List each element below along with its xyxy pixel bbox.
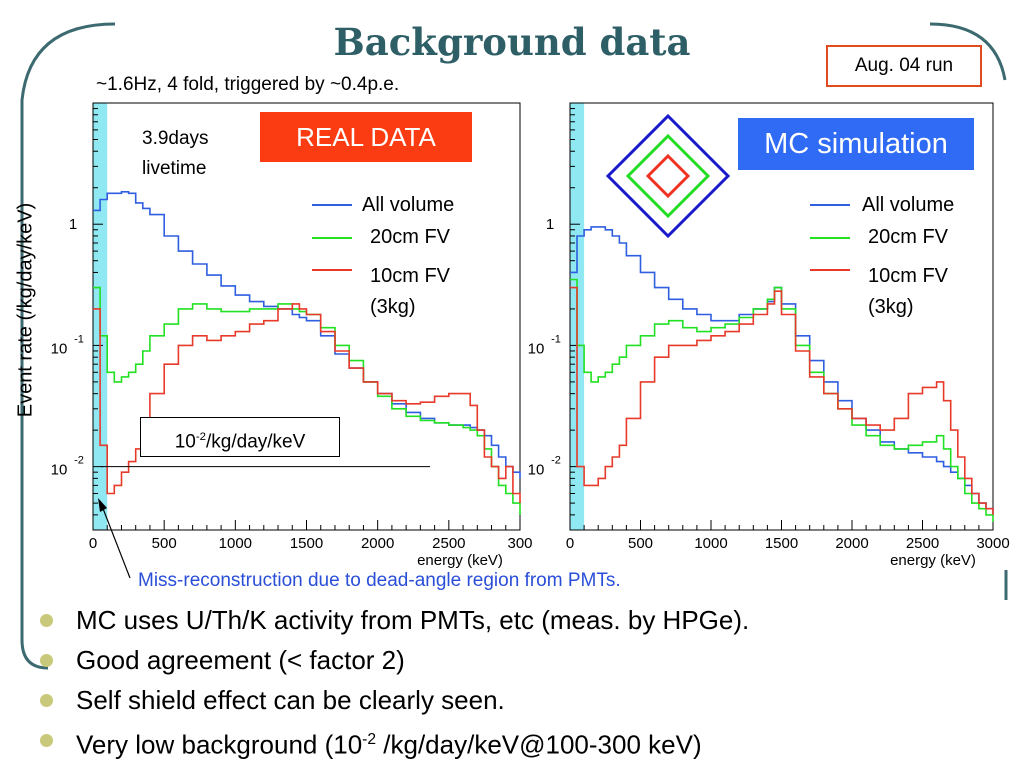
y-tick-label: 10 bbox=[528, 340, 545, 357]
y-tick-exp: -1 bbox=[551, 333, 561, 345]
legend-all-volume: All volume bbox=[362, 194, 455, 216]
fiducial-volume-icon bbox=[605, 113, 731, 239]
bullet-list: MC uses U/Th/K activity from PMTs, etc (… bbox=[40, 600, 749, 765]
bullet-item: Good agreement (< factor 2) bbox=[40, 640, 749, 680]
y-tick-label: 1 bbox=[546, 216, 554, 233]
x-tick-label: 1000 bbox=[219, 535, 252, 552]
bullet-item: Self shield effect can be clearly seen. bbox=[40, 680, 749, 720]
bullet-text: MC uses U/Th/K activity from PMTs, etc (… bbox=[76, 605, 750, 635]
livetime-word: livetime bbox=[142, 158, 207, 179]
x-tick-label: 3000 bbox=[976, 535, 1009, 552]
run-badge: Aug. 04 run bbox=[826, 45, 982, 87]
trigger-info: ~1.6Hz, 4 fold, triggered by ~0.4p.e. bbox=[96, 74, 400, 95]
bullet-text-suffix: /kg/day/keV@100-300 keV) bbox=[376, 729, 702, 760]
ref-base: 10 bbox=[174, 431, 196, 453]
ref-unit: /kg/day/keV bbox=[206, 431, 306, 453]
x-tick-label: 2000 bbox=[835, 535, 868, 552]
bullet-dot-icon bbox=[40, 654, 53, 667]
mc-simulation-label: MC simulation bbox=[738, 118, 974, 170]
bullet-item: Very low background (10-2 /kg/day/keV@10… bbox=[40, 720, 749, 765]
y-tick-exp: -1 bbox=[74, 333, 84, 345]
fiducial-volume-icon bbox=[645, 153, 691, 199]
x-tick-label: 2500 bbox=[432, 535, 465, 552]
bullet-text: Good agreement (< factor 2) bbox=[76, 645, 405, 675]
livetime-note: 3.9days livetime bbox=[142, 124, 209, 184]
y-tick-label: 10 bbox=[51, 462, 68, 479]
x-axis-label: energy (keV) bbox=[417, 552, 503, 569]
bullet-dot-icon bbox=[40, 734, 53, 747]
legend-10cm-fv: 10cm FV bbox=[370, 265, 451, 287]
bullet-dot-icon bbox=[40, 614, 53, 627]
y-tick-label: 1 bbox=[69, 216, 77, 233]
legend-10cm-mass: (3kg) bbox=[370, 296, 416, 318]
annotation-arrow bbox=[101, 505, 131, 579]
x-axis-label: energy (keV) bbox=[890, 552, 976, 569]
legend-10cm-mass: (3kg) bbox=[868, 296, 914, 318]
fiducial-volume-icon bbox=[625, 133, 711, 219]
x-tick-label: 300 bbox=[507, 535, 532, 552]
x-tick-label: 2000 bbox=[361, 535, 394, 552]
ref-exp: -2 bbox=[195, 431, 206, 443]
bullet-text-prefix: Very low background (10 bbox=[76, 729, 363, 760]
legend-all-volume: All volume bbox=[862, 194, 955, 216]
series-line bbox=[570, 278, 994, 522]
dead-angle-note: Miss-reconstruction due to dead-angle re… bbox=[138, 570, 621, 591]
reference-level-label: 10-2/kg/day/keV bbox=[140, 417, 340, 457]
series-line bbox=[570, 286, 994, 515]
page-title: Background data bbox=[333, 20, 691, 64]
legend-10cm-fv: 10cm FV bbox=[868, 265, 949, 287]
x-tick-label: 2500 bbox=[906, 535, 939, 552]
bullet-text: Self shield effect can be clearly seen. bbox=[76, 685, 505, 715]
y-tick-exp: -2 bbox=[74, 455, 84, 467]
y-tick-label: 10 bbox=[528, 462, 545, 479]
real-data-label: REAL DATA bbox=[260, 112, 472, 162]
annotation-arrowhead bbox=[98, 498, 107, 512]
bullet-item: MC uses U/Th/K activity from PMTs, etc (… bbox=[40, 600, 749, 640]
x-tick-label: 1000 bbox=[694, 535, 727, 552]
legend-20cm-fv: 20cm FV bbox=[370, 226, 451, 248]
y-tick-exp: -2 bbox=[551, 455, 561, 467]
y-tick-label: 10 bbox=[51, 340, 68, 357]
x-tick-label: 500 bbox=[628, 535, 653, 552]
x-tick-label: 0 bbox=[566, 535, 574, 552]
x-tick-label: 1500 bbox=[290, 535, 323, 552]
bullet-dot-icon bbox=[40, 694, 53, 707]
x-tick-label: 0 bbox=[89, 535, 97, 552]
x-tick-label: 500 bbox=[152, 535, 177, 552]
legend-20cm-fv: 20cm FV bbox=[868, 226, 949, 248]
bullet-exp: -2 bbox=[362, 731, 377, 748]
livetime-days: 3.9days bbox=[142, 128, 209, 149]
x-tick-label: 1500 bbox=[765, 535, 798, 552]
